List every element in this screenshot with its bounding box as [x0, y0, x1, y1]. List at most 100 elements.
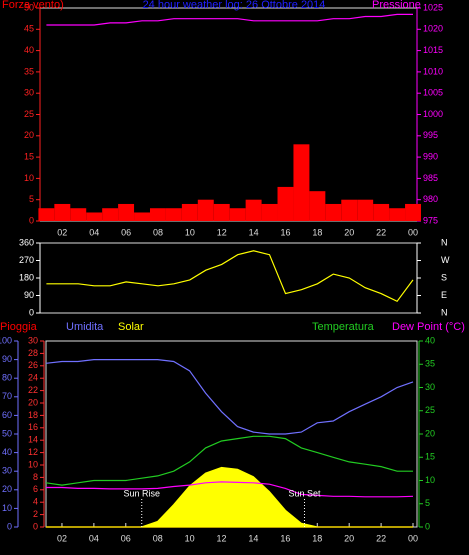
bar [102, 208, 119, 221]
y-tick-label: 30 [24, 88, 34, 98]
line [46, 250, 414, 303]
bar [389, 208, 406, 221]
x-tick-label: 12 [217, 533, 227, 543]
y-tick-label: 10 [2, 503, 12, 513]
y-tick-label: 80 [2, 373, 12, 383]
x-tick-label: 00 [408, 227, 418, 237]
y-tick-label: 18 [28, 410, 38, 420]
y-tick-label: 15 [24, 151, 34, 161]
plot-frame [39, 242, 418, 314]
y-tick-label: 24 [28, 373, 38, 383]
y-tick-label: 25 [24, 109, 34, 119]
bar [405, 203, 421, 221]
y-tick-label: 40 [2, 447, 12, 457]
x-tick-label: 02 [57, 533, 67, 543]
x-tick-label: 08 [153, 533, 163, 543]
x-tick-label: 14 [249, 227, 259, 237]
y-tick-label: 60 [2, 410, 12, 420]
y-tick-label: 90 [2, 354, 12, 364]
y-tick-label: 16 [28, 422, 38, 432]
legend-entry: Pressione [372, 0, 421, 11]
y-tick-label: 90 [24, 290, 34, 300]
y-tick-label: 50 [24, 2, 34, 12]
y-tick-label: 270 [19, 255, 34, 265]
y-tick-label: 180 [19, 272, 34, 282]
bar [197, 199, 214, 221]
y-tick-label: 1025 [423, 2, 443, 12]
bar [213, 203, 230, 221]
y-tick-label: 25 [425, 405, 435, 415]
y-tick-label: 995 [423, 130, 438, 140]
bar [149, 208, 166, 221]
y-tick-label: 15 [425, 452, 435, 462]
bar [118, 203, 135, 221]
bar [38, 208, 55, 221]
y-tick-label: 35 [425, 359, 435, 369]
y-tick-label: 5 [425, 498, 430, 508]
y-tick-label: 2 [33, 509, 38, 519]
y-tick-label: E [441, 290, 447, 300]
y-tick-label: 990 [423, 151, 438, 161]
x-tick-label: 18 [312, 533, 322, 543]
bar [134, 212, 150, 221]
x-tick-label: 16 [280, 533, 290, 543]
x-tick-label: 04 [89, 227, 99, 237]
x-tick-label: 06 [121, 533, 131, 543]
y-tick-label: 10 [425, 475, 435, 485]
legend-entry: Umidita [66, 321, 104, 333]
x-tick-label: 04 [89, 533, 99, 543]
bar [245, 199, 262, 221]
y-tick-label: W [441, 255, 450, 265]
y-tick-label: 0 [29, 215, 34, 225]
chart-title: 24 hour weather log: 26 Ottobre 2014 [143, 0, 326, 11]
line [45, 435, 413, 486]
y-tick-label: 1010 [423, 66, 443, 76]
bar [373, 203, 390, 221]
line [45, 359, 414, 435]
legend-entry: Solar [118, 321, 144, 333]
y-tick-label: 5 [29, 194, 34, 204]
y-tick-label: 40 [425, 335, 435, 345]
y-tick-label: 26 [28, 360, 38, 370]
x-tick-label: 10 [185, 533, 195, 543]
x-tick-label: 14 [248, 533, 258, 543]
x-tick-label: 02 [57, 227, 67, 237]
x-tick-label: 22 [376, 227, 386, 237]
bar [86, 212, 103, 221]
annotation: Sun Set [288, 488, 321, 498]
x-tick-label: 20 [344, 533, 354, 543]
bar [181, 203, 198, 221]
y-tick-label: 12 [28, 447, 38, 457]
y-tick-label: 975 [423, 215, 438, 225]
annotation: Sun Rise [123, 488, 160, 498]
y-tick-label: 6 [33, 484, 38, 494]
area [46, 466, 413, 528]
x-tick-label: 06 [121, 227, 131, 237]
x-tick-label: 18 [312, 227, 322, 237]
y-tick-label: 30 [28, 335, 38, 345]
y-tick-label: 0 [33, 521, 38, 531]
y-tick-label: 45 [24, 24, 34, 34]
y-tick-label: 1020 [423, 24, 443, 34]
y-tick-label: 50 [2, 428, 12, 438]
y-tick-label: 20 [425, 428, 435, 438]
x-tick-label: 16 [280, 227, 290, 237]
y-tick-label: 360 [19, 237, 34, 247]
y-tick-label: 20 [28, 397, 38, 407]
legend-entry: Temperatura [312, 321, 375, 333]
x-tick-label: 08 [153, 227, 163, 237]
x-tick-label: 00 [408, 533, 418, 543]
y-tick-label: 30 [425, 382, 435, 392]
y-tick-label: 35 [24, 66, 34, 76]
x-tick-label: 20 [344, 227, 354, 237]
bar [261, 203, 278, 221]
y-tick-label: 8 [33, 472, 38, 482]
bar [309, 191, 326, 221]
y-tick-label: 10 [24, 173, 34, 183]
y-tick-label: 1000 [423, 109, 443, 119]
x-tick-label: 22 [376, 533, 386, 543]
line [46, 481, 414, 498]
bar [357, 199, 374, 221]
